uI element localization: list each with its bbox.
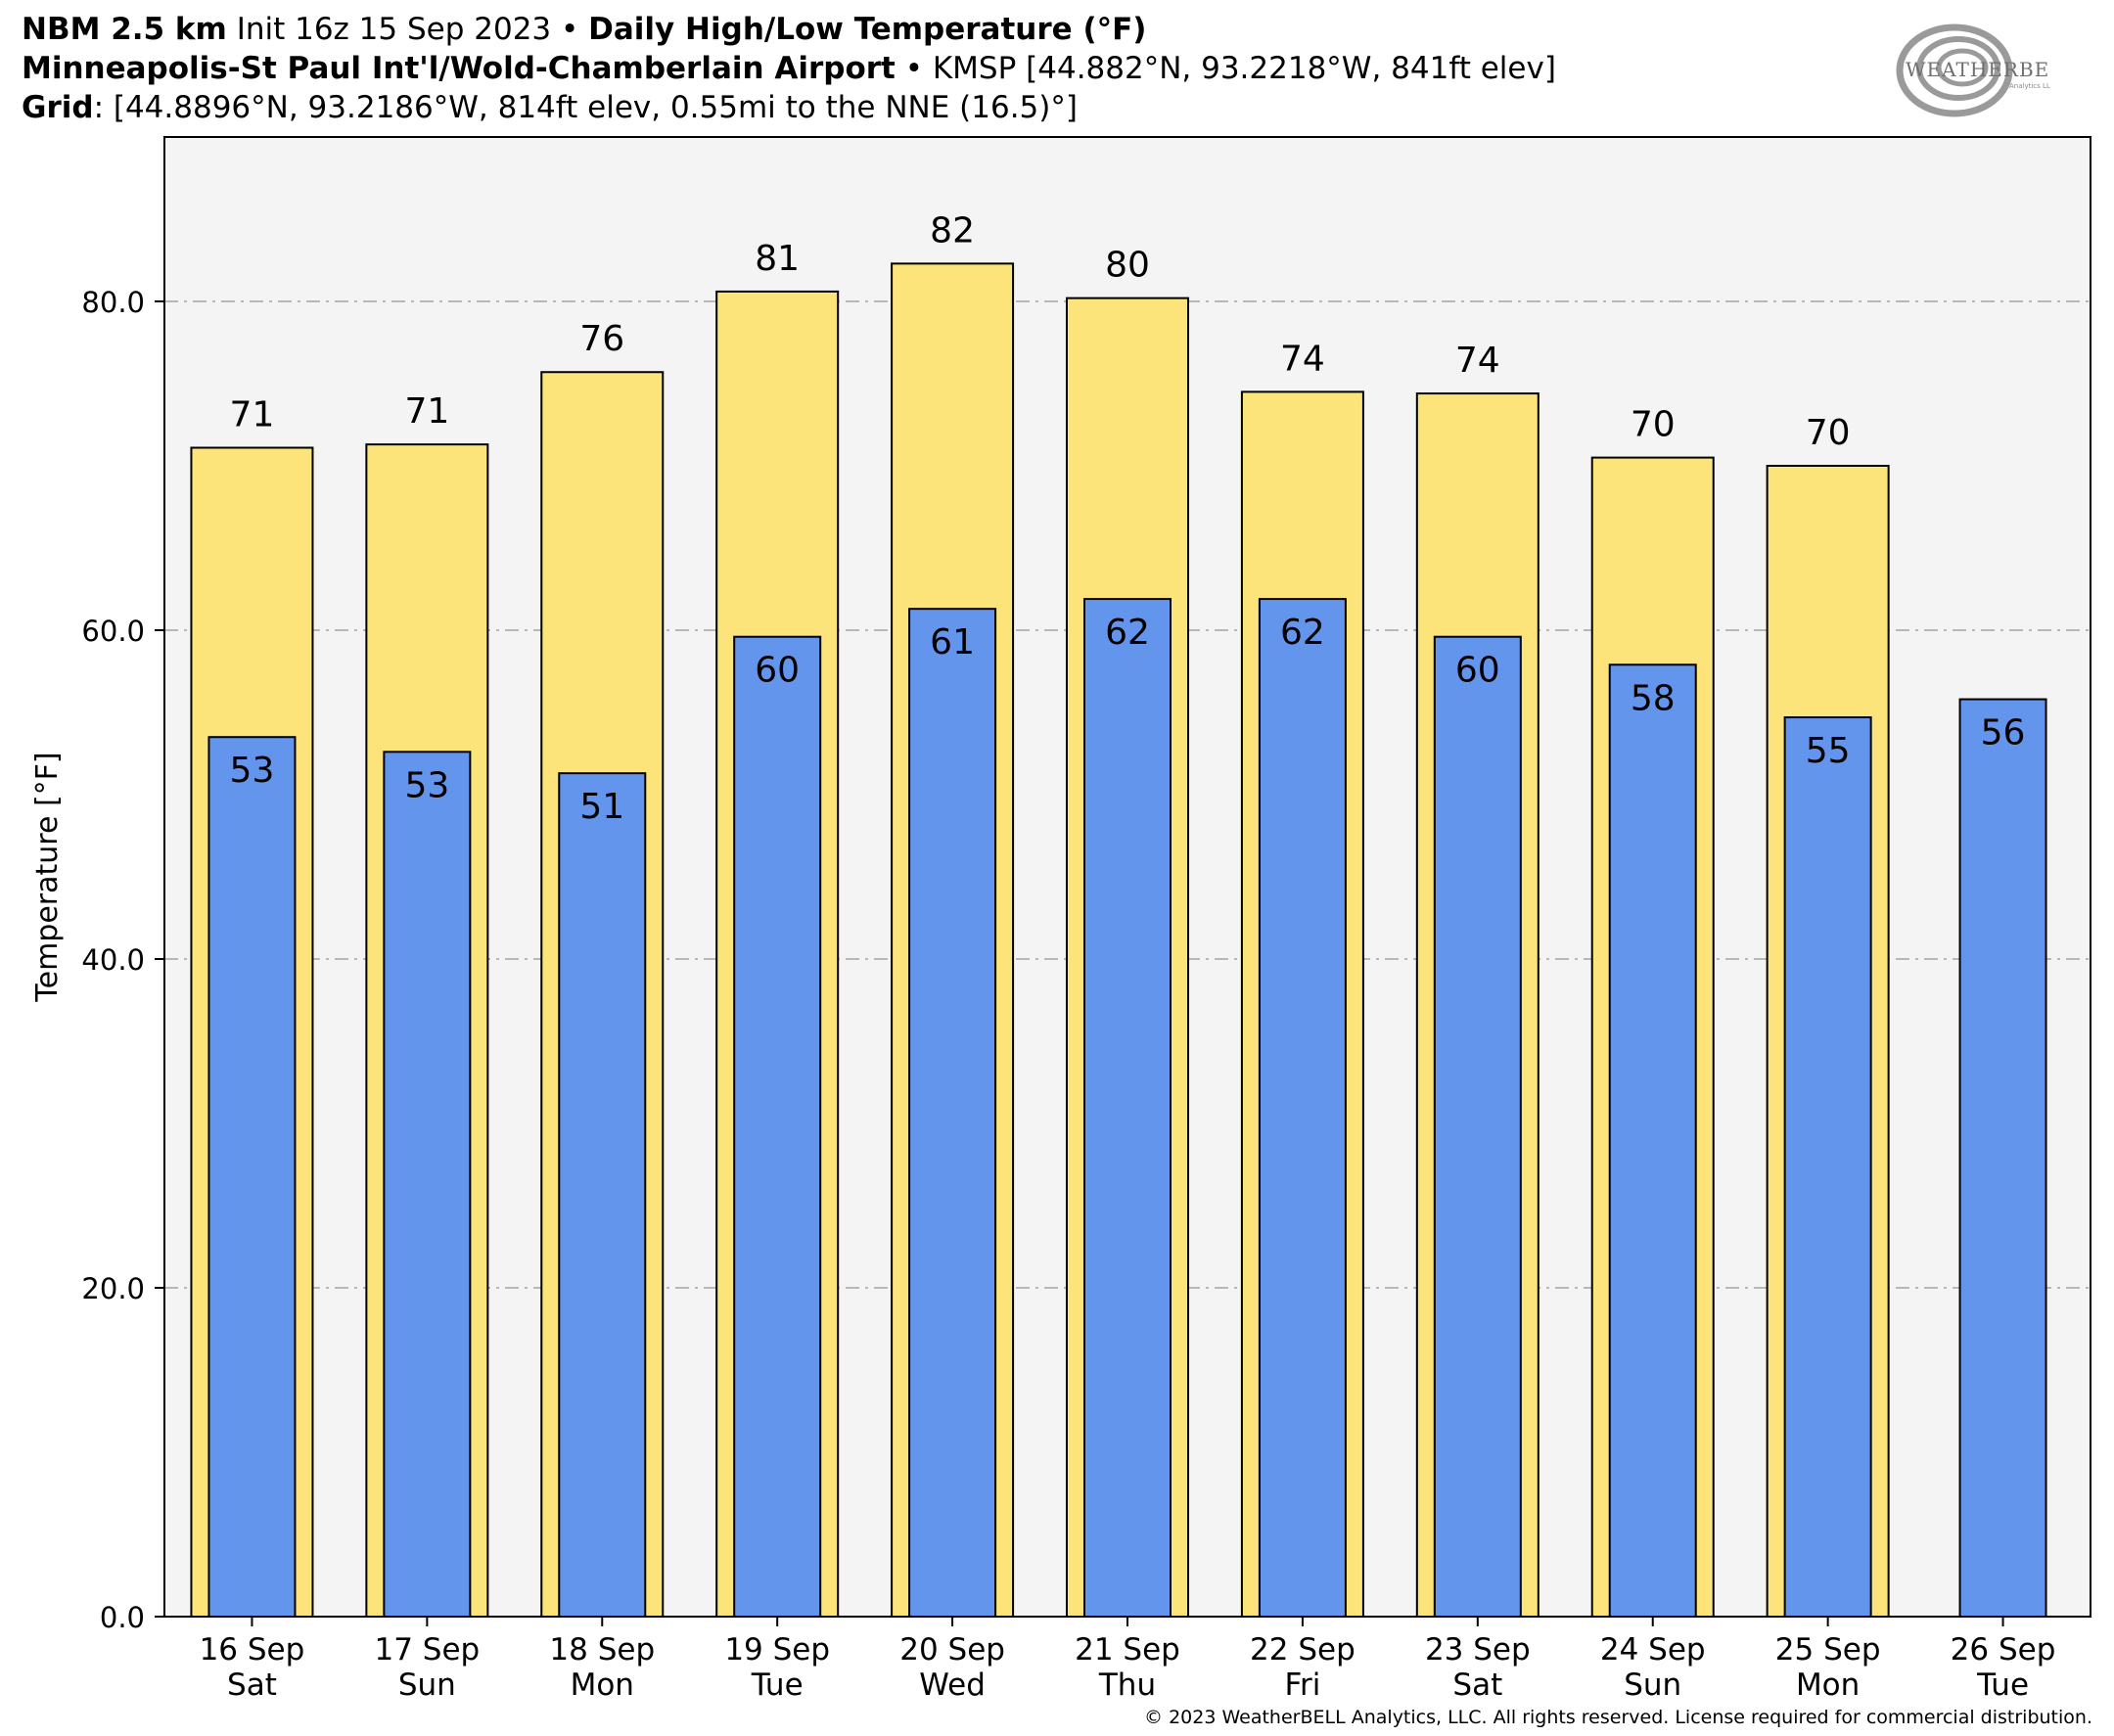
grid-label: Grid [22,90,94,125]
x-tick-label-date: 17 Sep [374,1632,480,1667]
x-tick-label-day: Sat [227,1667,277,1703]
low-temp-label: 61 [930,622,975,662]
x-tick-label-date: 19 Sep [724,1632,830,1667]
y-tick-label: 40.0 [81,943,145,977]
high-temp-label: 70 [1806,413,1851,453]
y-axis-label: Temperature [°F] [30,752,65,1002]
product-title: Daily High/Low Temperature (°F) [588,12,1147,47]
x-tick-label-day: Thu [1098,1667,1156,1703]
low-temp-label: 62 [1105,613,1150,653]
high-temp-label: 74 [1280,339,1325,379]
low-temp-bar [733,635,822,1618]
low-temp-label: 58 [1631,678,1676,718]
low-temp-bar [207,736,297,1618]
x-tick-label-day: Sat [1452,1667,1502,1703]
init-time: Init 16z 15 Sep 2023 • [226,12,589,47]
low-temp-label: 51 [579,787,624,827]
x-tick-label-day: Tue [1976,1667,2029,1703]
low-temp-bar [1083,598,1172,1619]
weatherbell-logo: WEATHERBELL Analytics LLC [1896,23,2050,117]
low-temp-label: 55 [1806,731,1851,771]
high-temp-label: 81 [755,239,800,279]
data-labels: 71 53 71 53 76 51 81 60 82 61 80 62 74 62 74 60 70 58 70 55… [230,210,2026,827]
header-line-2: Minneapolis-St Paul Int'l/Wold-Chamberla… [22,49,1556,88]
x-tick-label-day: Mon [1796,1667,1860,1703]
model-name: NBM 2.5 km [22,12,227,47]
y-tick-label: 60.0 [81,615,145,648]
x-tick-label-date: 21 Sep [1075,1632,1180,1667]
x-tick-label-date: 26 Sep [1951,1632,2056,1667]
low-temp-label: 62 [1280,613,1325,653]
high-temp-label: 71 [230,395,275,435]
bars [190,262,2047,1619]
x-tick-label-day: Tue [751,1667,804,1703]
high-temp-label: 70 [1631,405,1676,445]
low-temp-bar [908,608,997,1618]
x-tick-label-date: 22 Sep [1250,1632,1356,1667]
x-tick-label-date: 18 Sep [549,1632,655,1667]
x-tick-label-date: 16 Sep [200,1632,305,1667]
low-temp-bar [1958,698,2047,1618]
low-temp-bar [558,772,647,1618]
x-tick-label-day: Mon [571,1667,634,1703]
low-temp-label: 60 [755,651,800,691]
low-temp-bar [1258,598,1347,1619]
header-line-3: Grid: [44.8896°N, 93.2186°W, 814ft elev,… [22,88,1078,127]
low-temp-label: 53 [404,765,449,805]
x-tick-label-date: 20 Sep [899,1632,1005,1667]
station-name: Minneapolis-St Paul Int'l/Wold-Chamberla… [22,51,896,86]
x-tick-label-day: Fri [1284,1667,1320,1703]
low-temp-label: 56 [1981,713,2026,754]
logo-text: WEATHERBELL [1906,58,2050,81]
station-meta: • KMSP [44.882°N, 93.2218°W, 841ft elev] [895,51,1556,86]
x-tick-label-day: Sun [1624,1667,1681,1703]
swirl-logo-icon [1896,23,2013,117]
low-temp-bar [1608,663,1697,1618]
x-tick-label-date: 23 Sep [1425,1632,1531,1667]
grid-meta: : [44.8896°N, 93.2186°W, 814ft elev, 0.5… [93,90,1078,125]
high-temp-label: 71 [404,391,449,432]
header-line-1: NBM 2.5 km Init 16z 15 Sep 2023 • Daily … [22,10,1146,49]
high-temp-label: 80 [1105,246,1150,286]
low-temp-bar [1433,635,1522,1618]
y-tick-label: 0.0 [100,1601,145,1634]
x-tick-label-date: 25 Sep [1775,1632,1881,1667]
y-tick-label: 20.0 [81,1272,145,1305]
low-temp-bar [1783,716,1872,1618]
x-tick-label-date: 24 Sep [1600,1632,1706,1667]
low-temp-bar [383,751,472,1618]
high-temp-label: 82 [930,210,975,251]
high-temp-label: 76 [579,319,624,359]
high-temp-label: 74 [1455,341,1500,381]
x-tick-label-day: Wed [919,1667,986,1703]
low-temp-label: 53 [230,751,275,791]
copyright-notice: © 2023 WeatherBELL Analytics, LLC. All r… [1144,1707,2092,1728]
low-temp-label: 60 [1455,651,1500,691]
y-tick-label: 80.0 [81,286,145,319]
x-tick-label-day: Sun [398,1667,456,1703]
logo-subtext: Analytics LLC [2009,82,2050,90]
